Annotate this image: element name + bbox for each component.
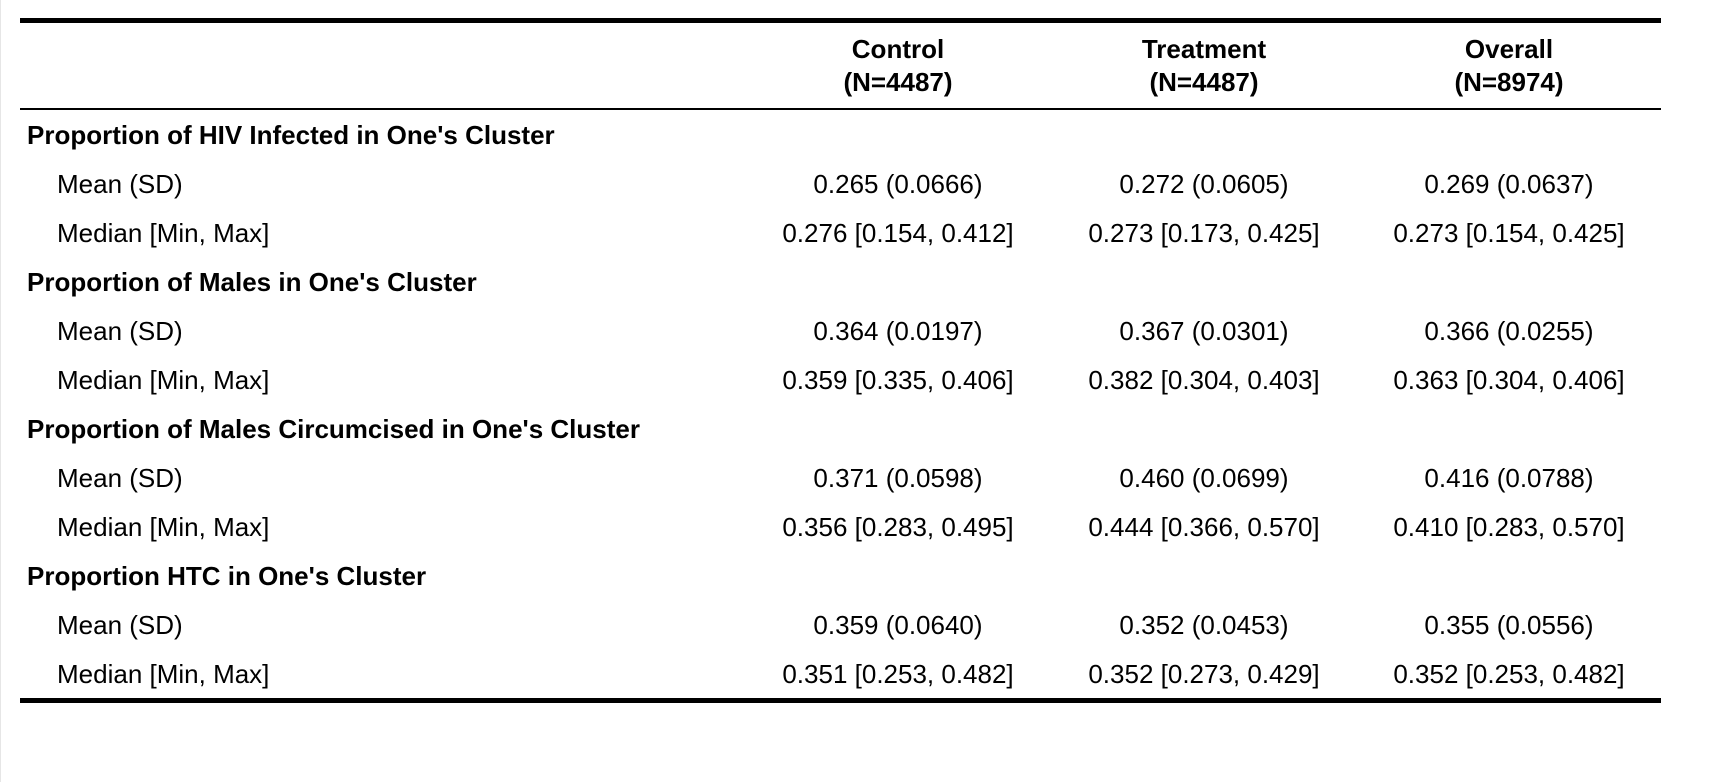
summary-table: Control (N=4487) Treatment (N=4487) Over… — [20, 18, 1661, 703]
table-row: Mean (SD) 0.359 (0.0640) 0.352 (0.0453) … — [20, 600, 1661, 649]
cell-overall: 0.273 [0.154, 0.425] — [1393, 217, 1625, 248]
left-border — [0, 0, 1, 782]
table-row: Mean (SD) 0.265 (0.0666) 0.272 (0.0605) … — [20, 159, 1661, 208]
cell-treatment: 0.272 (0.0605) — [1119, 168, 1289, 199]
header-treatment: Treatment (N=4487) — [1051, 18, 1357, 110]
stat-label: Mean (SD) — [57, 168, 183, 199]
group-label: Proportion HTC in One's Cluster — [27, 560, 427, 591]
header-row: Control (N=4487) Treatment (N=4487) Over… — [20, 18, 1661, 110]
table-row: Mean (SD) 0.364 (0.0197) 0.367 (0.0301) … — [20, 306, 1661, 355]
cell-overall: 0.363 [0.304, 0.406] — [1393, 364, 1625, 395]
table-header: Control (N=4487) Treatment (N=4487) Over… — [20, 18, 1661, 110]
header-overall-n: (N=8974) — [1454, 66, 1564, 97]
cell-control: 0.351 [0.253, 0.482] — [745, 649, 1051, 703]
stat-label: Median [Min, Max] — [57, 364, 270, 395]
header-blank — [20, 18, 745, 110]
cell-treatment: 0.460 (0.0699) — [1119, 462, 1289, 493]
header-control: Control (N=4487) — [745, 18, 1051, 110]
stat-label: Mean (SD) — [57, 609, 183, 640]
cell-overall: 0.366 (0.0255) — [1424, 315, 1594, 346]
cell-treatment: 0.352 (0.0453) — [1119, 609, 1289, 640]
cell-treatment: 0.352 [0.273, 0.429] — [1051, 649, 1357, 703]
group-label: Proportion of Males Circumcised in One's… — [27, 413, 640, 444]
table-row: Median [Min, Max] 0.351 [0.253, 0.482] 0… — [20, 649, 1661, 703]
table-row: Mean (SD) 0.371 (0.0598) 0.460 (0.0699) … — [20, 453, 1661, 502]
stat-label: Median [Min, Max] — [57, 511, 270, 542]
table-row: Median [Min, Max] 0.359 [0.335, 0.406] 0… — [20, 355, 1661, 404]
cell-control: 0.276 [0.154, 0.412] — [782, 217, 1014, 248]
cell-overall: 0.352 [0.253, 0.482] — [1357, 649, 1661, 703]
stat-label: Mean (SD) — [57, 462, 183, 493]
cell-treatment: 0.273 [0.173, 0.425] — [1088, 217, 1320, 248]
group-label: Proportion of HIV Infected in One's Clus… — [27, 119, 555, 150]
cell-overall: 0.355 (0.0556) — [1424, 609, 1594, 640]
cell-control: 0.356 [0.283, 0.495] — [782, 511, 1014, 542]
cell-treatment: 0.382 [0.304, 0.403] — [1088, 364, 1320, 395]
group-row-htc: Proportion HTC in One's Cluster — [20, 551, 1661, 600]
stat-label: Median [Min, Max] — [20, 649, 745, 703]
header-overall: Overall (N=8974) — [1357, 18, 1661, 110]
header-control-name: Control — [851, 33, 945, 64]
table-body: Proportion of HIV Infected in One's Clus… — [20, 109, 1661, 703]
cell-control: 0.364 (0.0197) — [813, 315, 983, 346]
cell-control: 0.359 (0.0640) — [813, 609, 983, 640]
cell-control: 0.359 [0.335, 0.406] — [782, 364, 1014, 395]
table-row: Median [Min, Max] 0.276 [0.154, 0.412] 0… — [20, 208, 1661, 257]
group-row-hiv-infected: Proportion of HIV Infected in One's Clus… — [20, 109, 1661, 159]
cell-treatment: 0.444 [0.366, 0.570] — [1088, 511, 1320, 542]
group-row-males-circumcised: Proportion of Males Circumcised in One's… — [20, 404, 1661, 453]
stat-label: Mean (SD) — [57, 315, 183, 346]
cell-overall: 0.410 [0.283, 0.570] — [1393, 511, 1625, 542]
cell-control: 0.265 (0.0666) — [813, 168, 983, 199]
cell-control: 0.371 (0.0598) — [813, 462, 983, 493]
group-row-males: Proportion of Males in One's Cluster — [20, 257, 1661, 306]
cell-overall: 0.416 (0.0788) — [1424, 462, 1594, 493]
table-row: Median [Min, Max] 0.356 [0.283, 0.495] 0… — [20, 502, 1661, 551]
cell-treatment: 0.367 (0.0301) — [1119, 315, 1289, 346]
header-control-n: (N=4487) — [843, 66, 953, 97]
group-label: Proportion of Males in One's Cluster — [27, 266, 477, 297]
header-treatment-n: (N=4487) — [1149, 66, 1259, 97]
cell-overall: 0.269 (0.0637) — [1424, 168, 1594, 199]
header-treatment-name: Treatment — [1141, 33, 1267, 64]
stat-label: Median [Min, Max] — [57, 217, 270, 248]
header-overall-name: Overall — [1464, 33, 1554, 64]
